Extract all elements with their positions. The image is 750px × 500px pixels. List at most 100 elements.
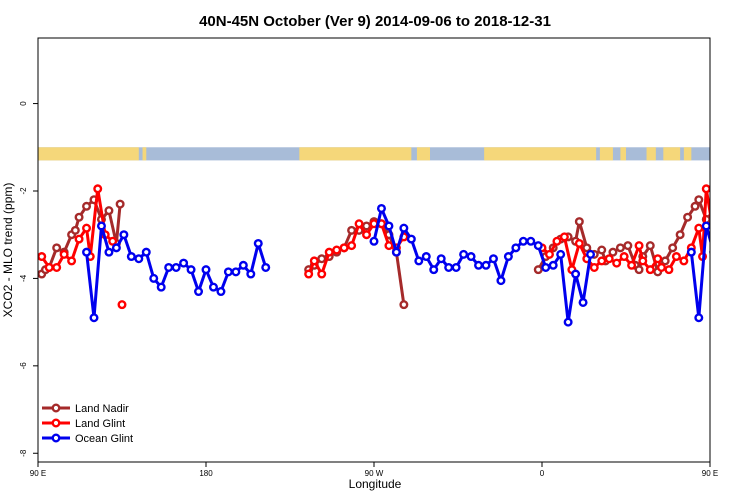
land-glint-point [634, 241, 644, 251]
ocean-glint-point [119, 230, 129, 240]
legend-marker-land-nadir [51, 403, 61, 413]
land-nadir-point [634, 265, 644, 275]
y-tick-label: 0 [19, 101, 28, 106]
land-glint-point [604, 254, 614, 264]
land-band [646, 147, 656, 161]
ocean-glint-point [451, 262, 461, 272]
ocean-glint-point [421, 252, 431, 262]
land-glint-point [722, 301, 729, 308]
land-glint-point [559, 232, 569, 242]
series-layer [38, 184, 732, 327]
ocean-glint-point [164, 262, 174, 272]
land-nadir-point [82, 201, 92, 211]
ocean-glint-point [436, 254, 446, 264]
ocean-glint-point [556, 249, 566, 259]
land-nadir-point [317, 254, 327, 264]
land-glint-point [67, 256, 77, 266]
ocean-glint-point [246, 269, 256, 279]
land-glint-point [589, 262, 599, 272]
land-glint-point [638, 256, 648, 266]
ocean-glint-point [126, 252, 136, 262]
land-glint-point [317, 269, 327, 279]
ocean-glint-point [429, 265, 439, 275]
land-glint-point [656, 262, 666, 272]
land-nadir-point [722, 201, 729, 208]
ocean-glint-point [526, 236, 536, 246]
ocean-glint-point [533, 241, 543, 251]
ocean-glint-point [518, 236, 528, 246]
ocean-glint-point [369, 236, 379, 246]
land-glint-point [38, 252, 47, 262]
x-tick-label: 90 W [365, 469, 384, 478]
ocean-glint-point [261, 262, 271, 272]
ocean-glint-point [186, 265, 196, 275]
land-glint-point [362, 230, 372, 240]
ocean-glint-point [89, 313, 99, 323]
land-glint-point [645, 265, 655, 275]
land-glint-point [347, 241, 357, 251]
land-glint-point [694, 223, 704, 233]
ocean-glint-point [541, 262, 551, 272]
land-glint-point [384, 241, 394, 251]
ocean-glint-point [586, 249, 596, 259]
ocean-glint-point [511, 243, 521, 253]
ocean-glint-point [414, 256, 424, 266]
y-tick-label: -4 [19, 274, 28, 282]
land-nadir-point [645, 241, 655, 251]
series-ocean-glint [82, 203, 732, 327]
land-band [142, 147, 147, 161]
ocean-glint-point [194, 287, 204, 297]
ocean-glint-point [481, 260, 491, 270]
land-glint-point [627, 260, 637, 270]
land-nadir-point [623, 241, 633, 251]
land-glint-point [597, 256, 607, 266]
land-ocean-strip [38, 147, 710, 161]
ocean-glint-point [488, 254, 498, 264]
land-nadir-point [694, 195, 704, 205]
ocean-glint-point [694, 313, 704, 323]
ocean-glint-point [231, 267, 241, 277]
ocean-glint-point [466, 252, 476, 262]
ocean-glint-point [725, 231, 732, 238]
land-nadir-point [104, 206, 114, 216]
x-tick-label: 180 [199, 469, 213, 478]
land-glint-point [44, 262, 54, 272]
land-nadir-point [709, 208, 710, 214]
ocean-glint-point [709, 249, 710, 255]
ocean-glint-point [459, 249, 469, 259]
land-nadir-point [683, 212, 693, 222]
land-nadir-point [718, 240, 725, 247]
chart-title: 40N-45N October (Ver 9) 2014-09-06 to 20… [199, 13, 551, 30]
land-glint-point [552, 236, 562, 246]
legend: Land Nadir Land Glint Ocean Glint [42, 403, 133, 445]
y-axis: 0 -2 -4 -6 -8 [19, 101, 38, 457]
legend-marker-land-glint [51, 418, 61, 428]
land-band [484, 147, 597, 161]
land-glint-point [304, 269, 314, 279]
ocean-glint-point [104, 247, 114, 257]
ocean-glint-point [444, 262, 454, 272]
land-nadir-point [533, 265, 543, 275]
land-glint-point [82, 223, 92, 233]
ocean-glint-point [701, 221, 710, 231]
land-glint-point [709, 232, 710, 238]
ocean-glint-point [406, 234, 416, 244]
y-axis-label: XCO2 - MLO trend (ppm) [1, 183, 15, 318]
ocean-glint-point [111, 243, 121, 253]
land-glint-point [574, 238, 584, 248]
land-glint-point [74, 234, 84, 244]
land-nadir-point [668, 243, 678, 253]
land-band [299, 147, 412, 161]
land-band [663, 147, 681, 161]
legend-label-land-nadir: Land Nadir [75, 403, 129, 415]
ocean-glint-point [253, 238, 263, 248]
ocean-glint-point [496, 276, 506, 286]
land-glint-point [339, 243, 349, 253]
land-glint-point [544, 249, 554, 259]
ocean-glint-point [391, 247, 401, 257]
ocean-glint-point [474, 260, 484, 270]
land-glint-point [612, 258, 622, 268]
ocean-glint-point [171, 262, 181, 272]
land-glint-point [714, 238, 721, 245]
